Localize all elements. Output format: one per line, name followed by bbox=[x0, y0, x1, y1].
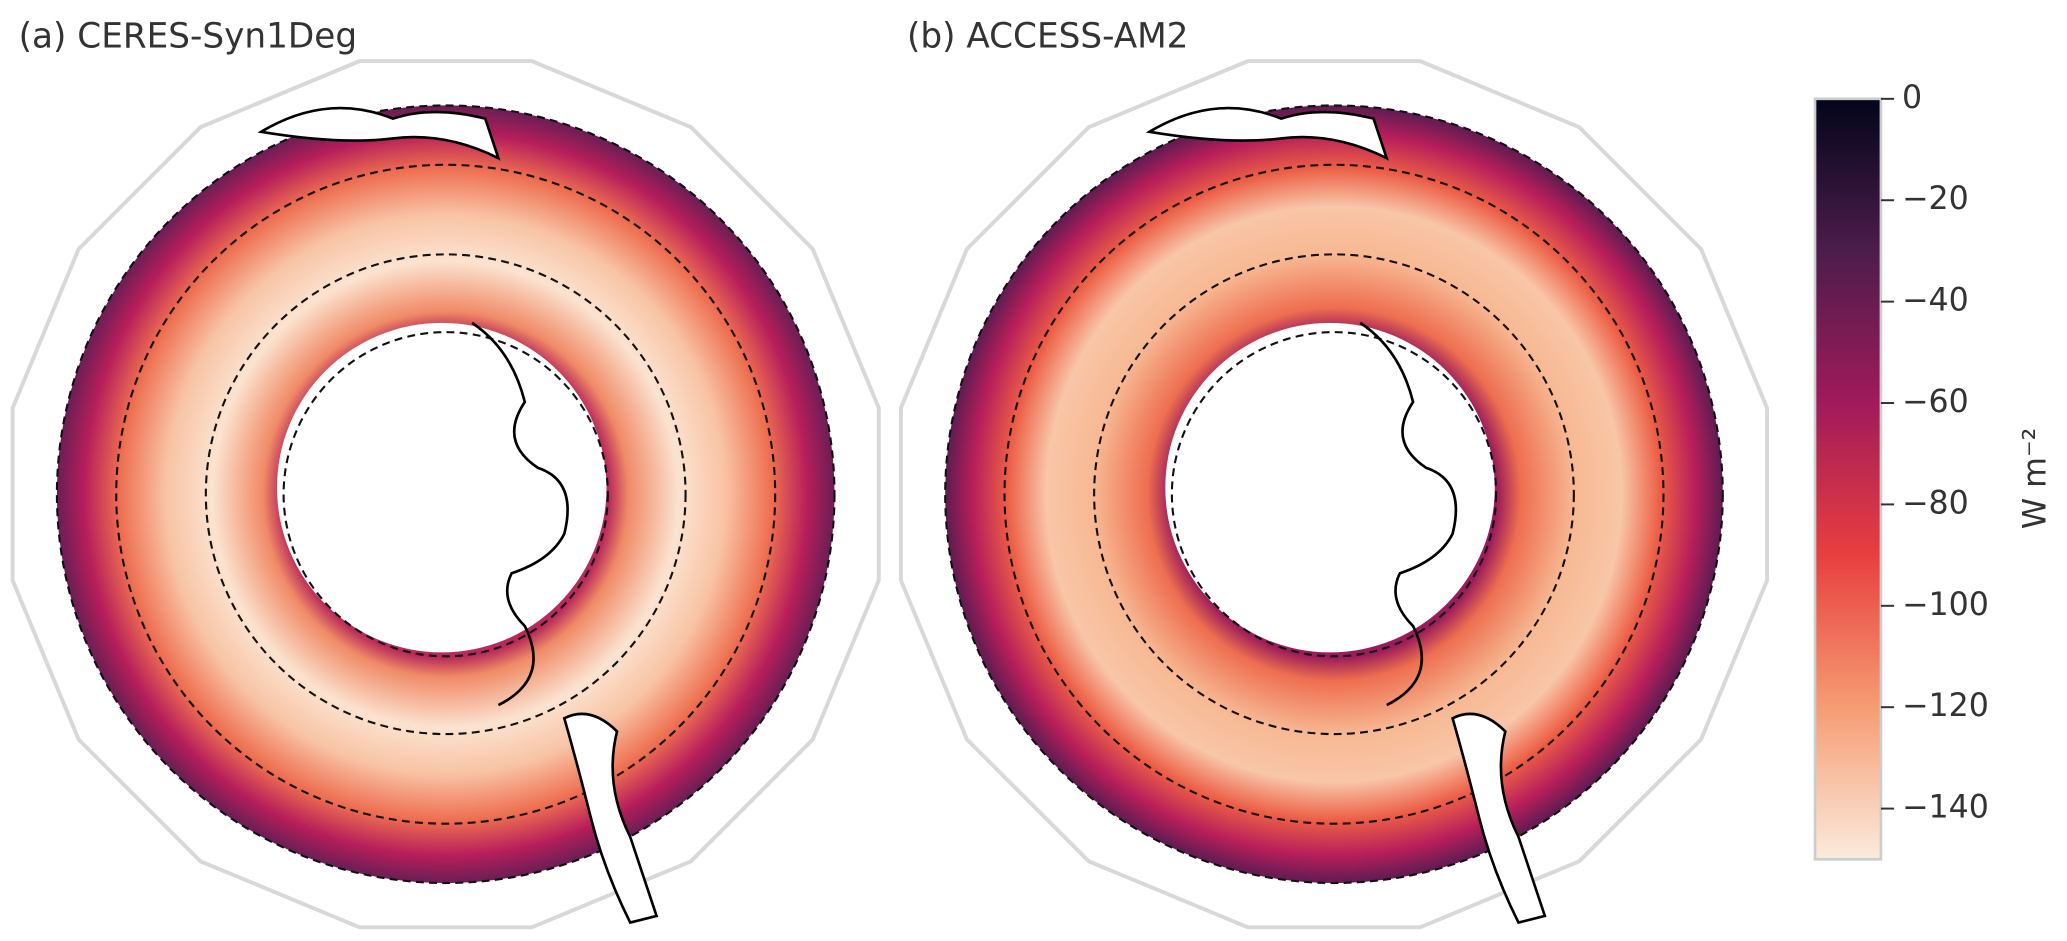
map-panel bbox=[10, 59, 881, 930]
colorbar-tick-label: −120 bbox=[1902, 688, 1989, 724]
panel-title: (a) CERES-Syn1Deg bbox=[19, 16, 357, 56]
colorbar-tick-label: −20 bbox=[1902, 181, 1969, 217]
latitude-circle bbox=[115, 163, 777, 825]
data-field bbox=[56, 105, 835, 884]
data-field bbox=[945, 105, 1723, 884]
colorbar-tick-label: −40 bbox=[1902, 283, 1969, 319]
latitude-circle bbox=[204, 253, 687, 736]
colorbar-tick-label: −60 bbox=[1902, 384, 1969, 420]
latitude-circle bbox=[1170, 331, 1498, 658]
colorbar-tick-label: −140 bbox=[1902, 790, 1989, 826]
coastline bbox=[1359, 321, 1458, 707]
coastline bbox=[471, 321, 569, 707]
colorbar-label: W m⁻² bbox=[2017, 428, 2053, 530]
map-panel bbox=[898, 59, 1770, 930]
panel-title: (b) ACCESS-AM2 bbox=[907, 16, 1189, 56]
latitude-circle bbox=[55, 104, 836, 885]
latitude-circle bbox=[1093, 253, 1575, 736]
coastline bbox=[1145, 106, 1389, 161]
latitude-circle bbox=[282, 331, 609, 658]
colorbar-tick-label: −100 bbox=[1902, 587, 1989, 623]
coastline bbox=[257, 106, 501, 161]
coastline bbox=[1451, 712, 1547, 925]
latitude-circle bbox=[1003, 163, 1665, 825]
colorbar-tick-label: 0 bbox=[1902, 80, 1922, 116]
coastline bbox=[562, 712, 659, 925]
colorbar-tick-label: −80 bbox=[1902, 485, 1969, 521]
latitude-circle bbox=[944, 104, 1724, 885]
colorbar bbox=[1813, 97, 1883, 861]
